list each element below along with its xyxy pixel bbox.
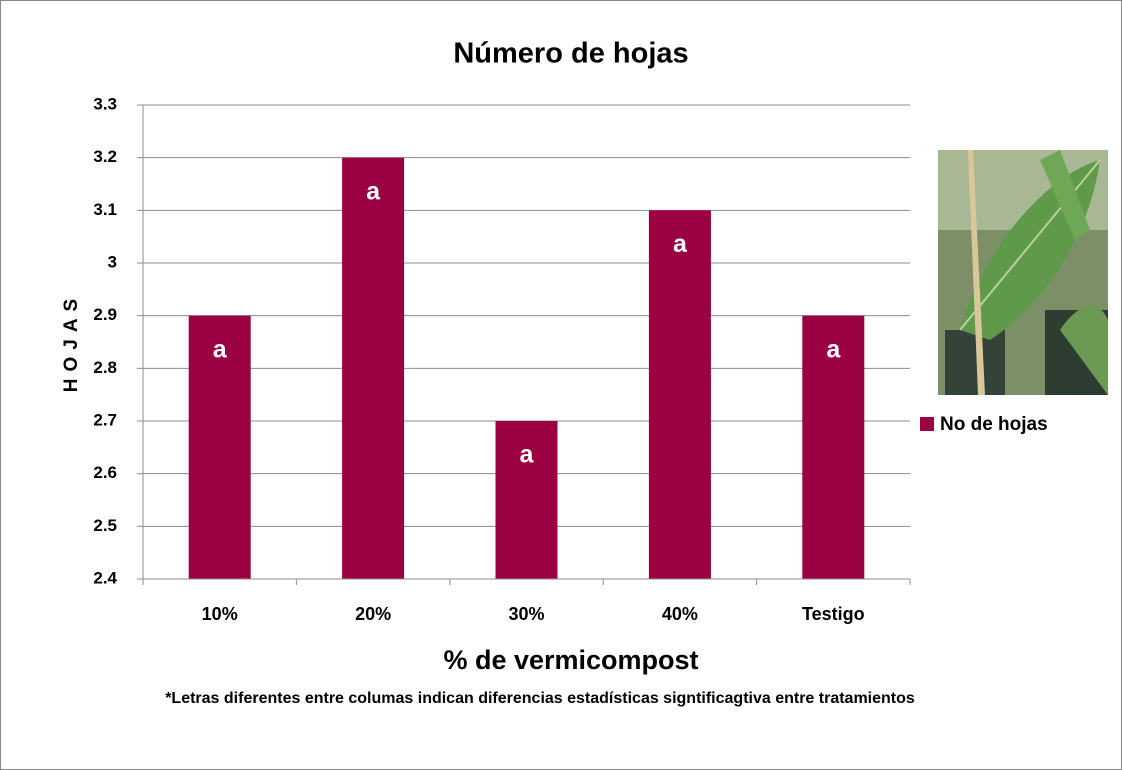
photo bbox=[938, 150, 1108, 395]
x-tick-label: 20% bbox=[355, 604, 391, 624]
bar bbox=[802, 315, 865, 579]
y-tick-label: 3 bbox=[108, 252, 117, 271]
bar-annotation: a bbox=[673, 230, 688, 258]
y-tick-label: 2.9 bbox=[93, 305, 117, 324]
legend-swatch bbox=[920, 417, 934, 431]
bar bbox=[342, 157, 405, 579]
bar-annotation: a bbox=[520, 441, 535, 469]
y-tick-label: 2.8 bbox=[93, 358, 117, 377]
y-tick-label: 2.5 bbox=[93, 516, 117, 535]
bar bbox=[648, 210, 711, 580]
y-tick-label: 3.3 bbox=[93, 94, 117, 113]
bar-annotation: a bbox=[826, 335, 841, 363]
x-tick-label: 40% bbox=[662, 604, 698, 624]
bar-annotation: a bbox=[213, 335, 228, 363]
x-tick-label: Testigo bbox=[802, 604, 865, 624]
x-tick-label: 30% bbox=[508, 604, 544, 624]
footnote: *Letras diferentes entre columas indican… bbox=[165, 690, 915, 707]
y-tick-label: 3.2 bbox=[93, 147, 117, 166]
bar-annotation: a bbox=[366, 177, 381, 205]
y-axis-title: HOJAS bbox=[61, 292, 82, 392]
bar bbox=[188, 315, 251, 579]
x-tick-label: 10% bbox=[202, 604, 238, 624]
y-tick-label: 2.4 bbox=[93, 568, 117, 587]
legend-label: No de hojas bbox=[940, 414, 1048, 435]
chart-title: Número de hojas bbox=[453, 38, 688, 70]
y-tick-label: 2.6 bbox=[93, 463, 117, 482]
y-tick-label: 3.1 bbox=[93, 200, 117, 219]
bar bbox=[495, 421, 558, 579]
x-axis-title: % de vermicompost bbox=[443, 645, 698, 675]
y-tick-label: 2.7 bbox=[93, 410, 117, 429]
